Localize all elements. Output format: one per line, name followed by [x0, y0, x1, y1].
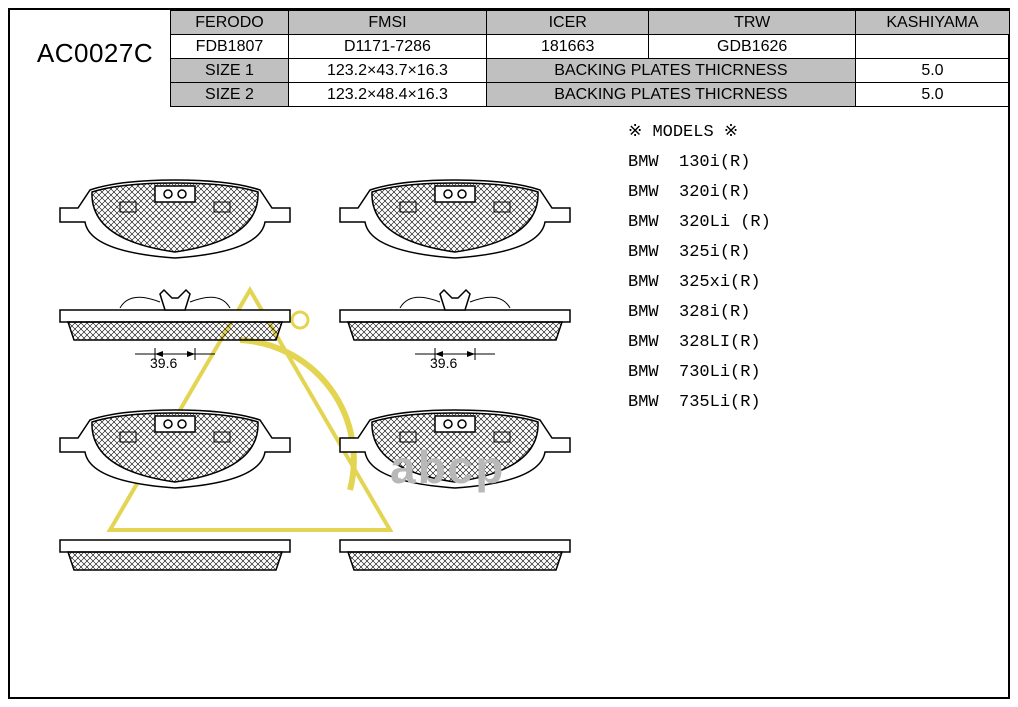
cross-ref-value: GDB1626 [649, 35, 855, 59]
col-header: TRW [649, 11, 855, 35]
size-dim: 123.2×48.4×16.3 [288, 83, 486, 107]
col-header: FMSI [288, 11, 486, 35]
backing-plate-value: 5.0 [855, 83, 1009, 107]
outer-frame: AC0027C FERODO FMSI ICER TRW KASHIYAMA F… [8, 8, 1010, 699]
size-label: SIZE 1 [171, 59, 289, 83]
dim-value-right: 39.6 [430, 355, 457, 371]
dim-value-left: 39.6 [150, 355, 177, 371]
part-code: AC0027C [20, 38, 170, 69]
cross-ref-value: D1171-7286 [288, 35, 486, 59]
col-header: KASHIYAMA [855, 11, 1009, 35]
col-header: FERODO [171, 11, 289, 35]
col-header: ICER [486, 11, 648, 35]
models-list: ※ MODELS ※ BMW 130i(R) BMW 320i(R) BMW 3… [628, 118, 771, 418]
pad-face-left [60, 180, 290, 258]
size-label: SIZE 2 [171, 83, 289, 107]
pad-side-right [340, 290, 570, 360]
pad-side-plain-right [340, 540, 570, 570]
pad-face-right-normal [340, 180, 570, 258]
backing-plate-label: BACKING PLATES THICRNESS [486, 83, 855, 107]
backing-plate-value: 5.0 [855, 59, 1009, 83]
cross-ref-value [855, 35, 1009, 59]
pad-svg: 39.6 39.6 [50, 170, 610, 670]
cross-ref-value: FDB1807 [171, 35, 289, 59]
size2-row: SIZE 2 123.2×48.4×16.3 BACKING PLATES TH… [171, 83, 1010, 107]
size1-row: SIZE 1 123.2×43.7×16.3 BACKING PLATES TH… [171, 59, 1010, 83]
cross-ref-value: 181663 [486, 35, 648, 59]
backing-plate-label: BACKING PLATES THICRNESS [486, 59, 855, 83]
pad-face2-left [60, 410, 290, 488]
size-dim: 123.2×43.7×16.3 [288, 59, 486, 83]
brake-pad-diagram: 39.6 39.6 [50, 170, 610, 670]
watermark-text: abcp [390, 440, 505, 494]
cross-reference-table: FERODO FMSI ICER TRW KASHIYAMA FDB1807 D… [170, 10, 1010, 107]
table-header-row: FERODO FMSI ICER TRW KASHIYAMA [171, 11, 1010, 35]
table-value-row: FDB1807 D1171-7286 181663 GDB1626 [171, 35, 1010, 59]
pad-side-plain-left [60, 540, 290, 570]
